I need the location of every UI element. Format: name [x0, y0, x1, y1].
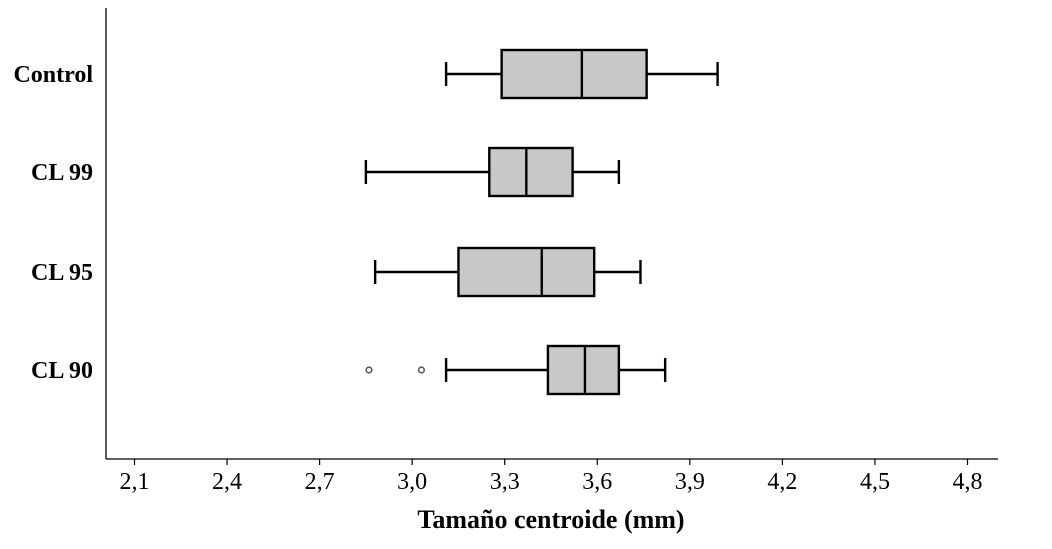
plot-area — [364, 48, 719, 396]
iqr-box — [488, 146, 574, 198]
x-tick-label: 4,5 — [860, 469, 890, 495]
x-axis: 2,1 2,4 2,7 3,0 3,3 3,6 3,9 4,2 4,5 4,8 — [105, 8, 998, 495]
iqr-box — [457, 246, 596, 298]
category-label: CL 90 — [31, 358, 93, 384]
iqr-box — [500, 48, 648, 100]
x-tick-label: 2,4 — [212, 469, 242, 495]
x-tick-label: 2,7 — [305, 469, 335, 495]
category-label: Control — [13, 62, 93, 88]
x-tick-label: 3,9 — [675, 469, 705, 495]
box-group — [373, 246, 642, 298]
box-group — [364, 146, 621, 198]
x-tick-label: 4,2 — [767, 469, 797, 495]
category-label: CL 99 — [31, 160, 93, 186]
x-tick-label: 3,0 — [397, 469, 427, 495]
x-axis-title: Tamaño centroide (mm) — [417, 505, 684, 534]
iqr-box — [546, 344, 621, 396]
category-labels: Control CL 99 CL 95 CL 90 — [13, 62, 93, 384]
category-label: CL 95 — [31, 260, 93, 286]
x-tick-label: 4,8 — [953, 469, 983, 495]
x-tick-label: 2,1 — [120, 469, 150, 495]
outlier-point — [417, 366, 426, 374]
box-group — [365, 344, 667, 396]
outlier-point — [365, 366, 373, 374]
x-tick-label: 3,3 — [490, 469, 520, 495]
box-group — [444, 48, 719, 100]
x-tick-label: 3,6 — [582, 469, 612, 495]
